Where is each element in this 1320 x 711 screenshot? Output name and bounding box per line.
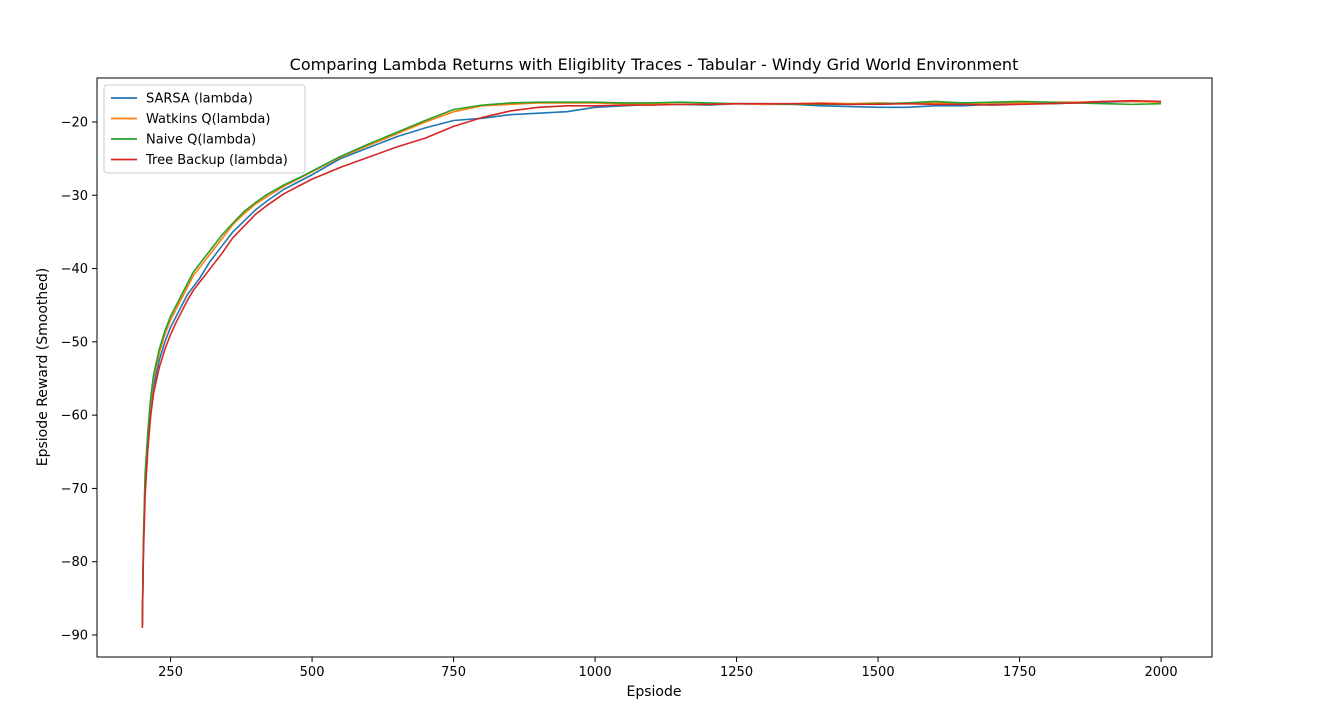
x-tick-label-7: 2000 [1145, 665, 1178, 680]
x-axis: 250 500 750 1000 1250 1500 1750 2000 [158, 657, 1178, 680]
y-axis: −90 −80 −70 −60 −50 −40 −30 −20 [61, 115, 97, 644]
series-line-3 [141, 99, 1162, 628]
y-tick-label-1: −80 [61, 555, 88, 570]
x-axis-label: Epsiode [627, 684, 682, 700]
y-tick-label-0: −90 [61, 629, 88, 644]
plot-lines [141, 99, 1162, 628]
y-tick-label-5: −40 [61, 262, 88, 277]
y-tick-label-3: −60 [61, 409, 88, 424]
legend-label-2: Naive Q(lambda) [146, 133, 256, 148]
chart-title: Comparing Lambda Returns with Eligiblity… [290, 55, 1019, 74]
x-tick-label-6: 1750 [1003, 665, 1036, 680]
x-tick-label-4: 1250 [720, 665, 753, 680]
y-axis-label: Epsiode Reward (Smoothed) [35, 268, 51, 466]
series-line-2 [141, 100, 1162, 628]
y-tick-label-4: −50 [61, 335, 88, 350]
y-tick-label-6: −30 [61, 189, 88, 204]
legend-label-1: Watkins Q(lambda) [146, 112, 270, 127]
x-tick-label-1: 500 [300, 665, 325, 680]
x-tick-label-2: 750 [441, 665, 466, 680]
series-line-0 [141, 100, 1162, 628]
legend-label-3: Tree Backup (lambda) [145, 153, 288, 168]
y-tick-label-2: −70 [61, 482, 88, 497]
legend: SARSA (lambda) Watkins Q(lambda) Naive Q(l… [103, 84, 306, 174]
plot-frame [96, 77, 1213, 658]
x-tick-label-3: 1000 [579, 665, 612, 680]
x-tick-label-5: 1500 [862, 665, 895, 680]
legend-label-0: SARSA (lambda) [146, 92, 253, 107]
y-tick-label-7: −20 [61, 115, 88, 130]
x-tick-label-0: 250 [158, 665, 183, 680]
legend-box [103, 84, 306, 174]
